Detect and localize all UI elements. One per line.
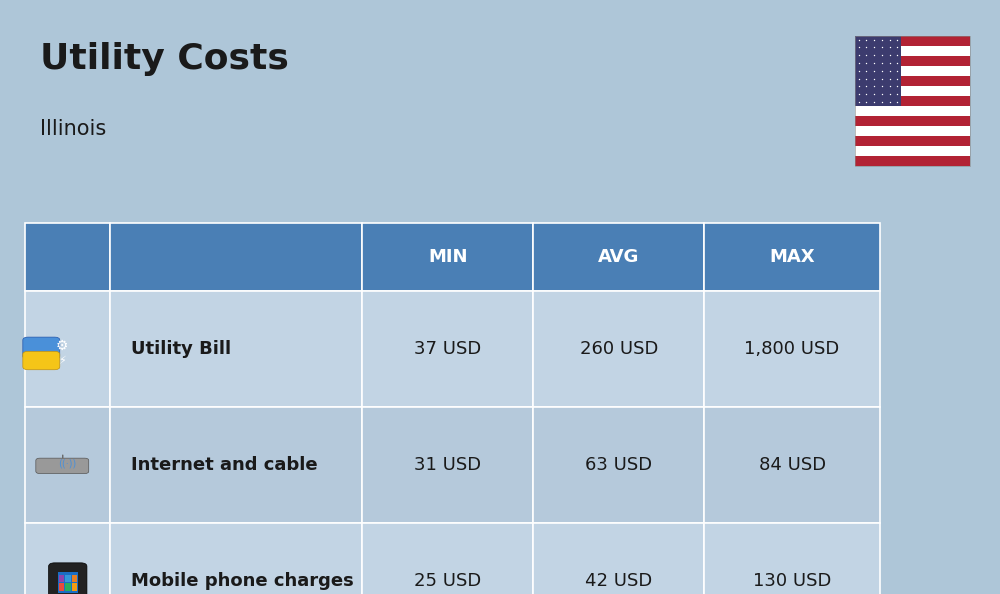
Text: ((·)): ((·)): [59, 458, 77, 468]
FancyBboxPatch shape: [25, 291, 110, 407]
FancyBboxPatch shape: [59, 583, 64, 590]
FancyBboxPatch shape: [704, 407, 880, 523]
Text: 1,800 USD: 1,800 USD: [744, 340, 840, 358]
FancyBboxPatch shape: [855, 126, 970, 136]
FancyBboxPatch shape: [72, 583, 77, 590]
Text: 37 USD: 37 USD: [414, 340, 481, 358]
FancyBboxPatch shape: [362, 291, 533, 407]
FancyBboxPatch shape: [36, 458, 89, 473]
FancyBboxPatch shape: [855, 146, 970, 156]
FancyBboxPatch shape: [855, 36, 901, 106]
FancyBboxPatch shape: [533, 223, 704, 291]
Text: 260 USD: 260 USD: [580, 340, 658, 358]
FancyBboxPatch shape: [855, 56, 970, 66]
Text: 31 USD: 31 USD: [414, 456, 481, 474]
FancyBboxPatch shape: [72, 574, 77, 582]
Text: Illinois: Illinois: [40, 119, 106, 139]
FancyBboxPatch shape: [855, 86, 970, 96]
FancyBboxPatch shape: [59, 574, 64, 582]
FancyBboxPatch shape: [855, 36, 970, 46]
Text: ⚙: ⚙: [56, 339, 68, 352]
FancyBboxPatch shape: [704, 523, 880, 594]
Text: 63 USD: 63 USD: [585, 456, 652, 474]
FancyBboxPatch shape: [110, 291, 362, 407]
Text: Utility Costs: Utility Costs: [40, 42, 289, 75]
FancyBboxPatch shape: [25, 407, 110, 523]
Text: AVG: AVG: [598, 248, 639, 266]
FancyBboxPatch shape: [110, 523, 362, 594]
FancyBboxPatch shape: [704, 291, 880, 407]
FancyBboxPatch shape: [855, 156, 970, 166]
Text: 42 USD: 42 USD: [585, 571, 652, 590]
FancyBboxPatch shape: [65, 574, 71, 582]
Text: 130 USD: 130 USD: [753, 571, 831, 590]
FancyBboxPatch shape: [23, 337, 60, 359]
Text: MIN: MIN: [428, 248, 468, 266]
FancyBboxPatch shape: [110, 223, 362, 291]
FancyBboxPatch shape: [704, 223, 880, 291]
FancyBboxPatch shape: [855, 116, 970, 126]
Text: Mobile phone charges: Mobile phone charges: [131, 571, 353, 590]
FancyBboxPatch shape: [855, 96, 970, 106]
Text: Internet and cable: Internet and cable: [131, 456, 317, 474]
FancyBboxPatch shape: [110, 407, 362, 523]
Text: ⚡: ⚡: [58, 356, 66, 366]
Text: 84 USD: 84 USD: [759, 456, 826, 474]
FancyBboxPatch shape: [25, 223, 110, 291]
FancyBboxPatch shape: [855, 76, 970, 86]
FancyBboxPatch shape: [65, 583, 71, 590]
FancyBboxPatch shape: [23, 351, 60, 369]
FancyBboxPatch shape: [58, 572, 78, 593]
Text: Utility Bill: Utility Bill: [131, 340, 231, 358]
FancyBboxPatch shape: [533, 407, 704, 523]
FancyBboxPatch shape: [362, 407, 533, 523]
FancyBboxPatch shape: [362, 223, 533, 291]
Text: MAX: MAX: [769, 248, 815, 266]
FancyBboxPatch shape: [49, 563, 87, 594]
FancyBboxPatch shape: [855, 66, 970, 76]
FancyBboxPatch shape: [855, 106, 970, 116]
FancyBboxPatch shape: [533, 291, 704, 407]
Text: 25 USD: 25 USD: [414, 571, 481, 590]
FancyBboxPatch shape: [855, 136, 970, 146]
FancyBboxPatch shape: [362, 523, 533, 594]
FancyBboxPatch shape: [25, 523, 110, 594]
FancyBboxPatch shape: [533, 523, 704, 594]
FancyBboxPatch shape: [855, 46, 970, 56]
